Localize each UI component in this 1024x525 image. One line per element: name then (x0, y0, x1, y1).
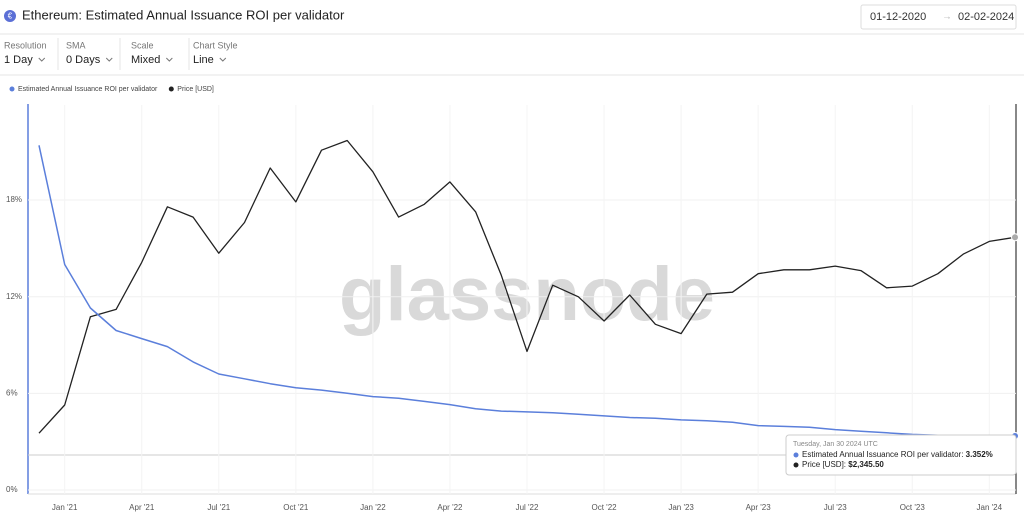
tooltip-value: 3.352% (966, 450, 993, 459)
tooltip-label: Estimated Annual Issuance ROI per valida… (802, 450, 963, 459)
tooltip-box (785, 434, 1017, 476)
y-tick-label: 0% (6, 485, 18, 494)
page-title: Ethereum: Estimated Annual Issuance ROI … (22, 7, 345, 22)
control-label: Scale (131, 40, 154, 50)
date-arrow: → (942, 12, 952, 23)
legend-dot (9, 86, 15, 92)
x-tick-label: Jan '22 (360, 503, 386, 512)
tooltip-label: Price [USD]: (802, 460, 846, 469)
x-tick-label: Apr '22 (437, 503, 463, 512)
x-tick-label: Jul '22 (516, 503, 539, 512)
tooltip: Tuesday, Jan 30 2024 UTC Estimated Annua… (785, 434, 1017, 476)
chevron (105, 57, 113, 62)
chevron (219, 57, 227, 62)
y-tick-label: 18% (6, 195, 22, 204)
x-tick-label: Jan '24 (977, 503, 1003, 512)
x-tick-label: Apr '21 (129, 503, 155, 512)
date-from[interactable]: 01-12-2020 (870, 11, 926, 23)
x-tick-label: Jan '21 (52, 503, 78, 512)
control-value[interactable]: Mixed (131, 54, 160, 66)
tooltip-item: Price [USD]: $2,345.50 (802, 460, 884, 469)
control-value[interactable]: Line (193, 54, 214, 66)
x-tick-label: Jul '23 (824, 503, 847, 512)
y-tick-label: 6% (6, 388, 18, 397)
eth-icon (4, 10, 16, 22)
x-tick-label: Jan '23 (668, 503, 694, 512)
date-range[interactable] (860, 4, 1017, 30)
x-tick-label: Apr '23 (746, 503, 772, 512)
control-value[interactable]: 0 Days (66, 54, 101, 66)
x-tick-label: Oct '23 (900, 503, 926, 512)
plot: glassnode (28, 105, 1019, 494)
x-tick-label: Oct '22 (592, 503, 618, 512)
date-to[interactable]: 02-02-2024 (958, 11, 1014, 23)
tooltip-dot (793, 452, 799, 458)
x-tick-label: Oct '21 (283, 503, 309, 512)
legend-label: Estimated Annual Issuance ROI per valida… (18, 86, 158, 93)
x-tick-label: Jul '21 (207, 503, 230, 512)
chevron (165, 57, 173, 62)
tooltip-item: Estimated Annual Issuance ROI per valida… (802, 450, 993, 459)
tooltip-dot (793, 462, 799, 468)
tooltip-date: Tuesday, Jan 30 2024 UTC (793, 441, 878, 448)
chevron (38, 57, 46, 62)
control-value[interactable]: 1 Day (4, 54, 33, 66)
hover-point (1011, 233, 1019, 242)
control-label: Chart Style (193, 40, 238, 50)
series-line (38, 139, 1016, 434)
eth-glyph: € (8, 12, 13, 21)
legend-dot (168, 86, 174, 92)
tooltip-value: $2,345.50 (848, 460, 884, 469)
series-line (38, 145, 1016, 437)
y-tick-label: 12% (6, 292, 22, 301)
control-label: SMA (66, 40, 86, 50)
control-label: Resolution (4, 40, 47, 50)
legend-label: Price [USD] (177, 86, 214, 93)
